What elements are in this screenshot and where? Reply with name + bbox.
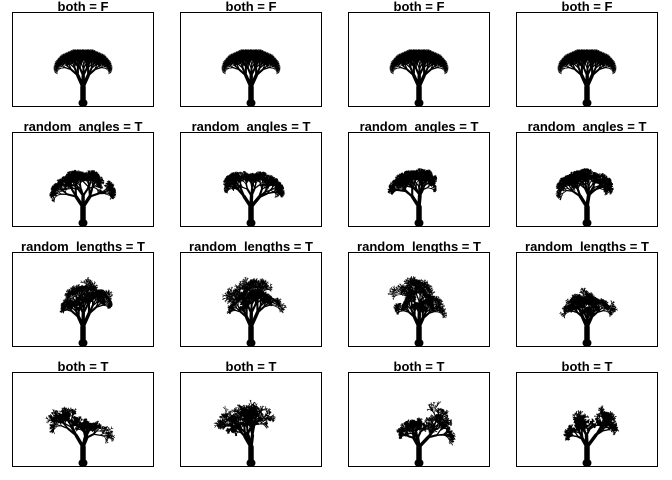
tree-branch (80, 53, 81, 54)
tree-branch (79, 54, 80, 55)
tree-branch (73, 53, 74, 54)
tree-branch (69, 54, 70, 55)
tree-branch (83, 53, 84, 54)
tree-branch (62, 56, 63, 57)
tree-branch (90, 56, 91, 57)
tree-branch (71, 57, 72, 58)
tree-branch (74, 53, 75, 54)
tree-branch (64, 56, 65, 57)
tree-figure (54, 49, 113, 106)
tree-branch (85, 53, 86, 54)
tree-branch (70, 53, 71, 54)
tree-panel (12, 12, 154, 107)
tree-branch (86, 55, 87, 56)
tree-branch (72, 54, 73, 55)
tree-branch (85, 55, 86, 56)
tree-branch (70, 57, 71, 58)
tree-branch (74, 56, 75, 57)
tree-branch (82, 54, 83, 55)
tree-branch (88, 55, 89, 56)
tree-drawing (13, 13, 153, 106)
